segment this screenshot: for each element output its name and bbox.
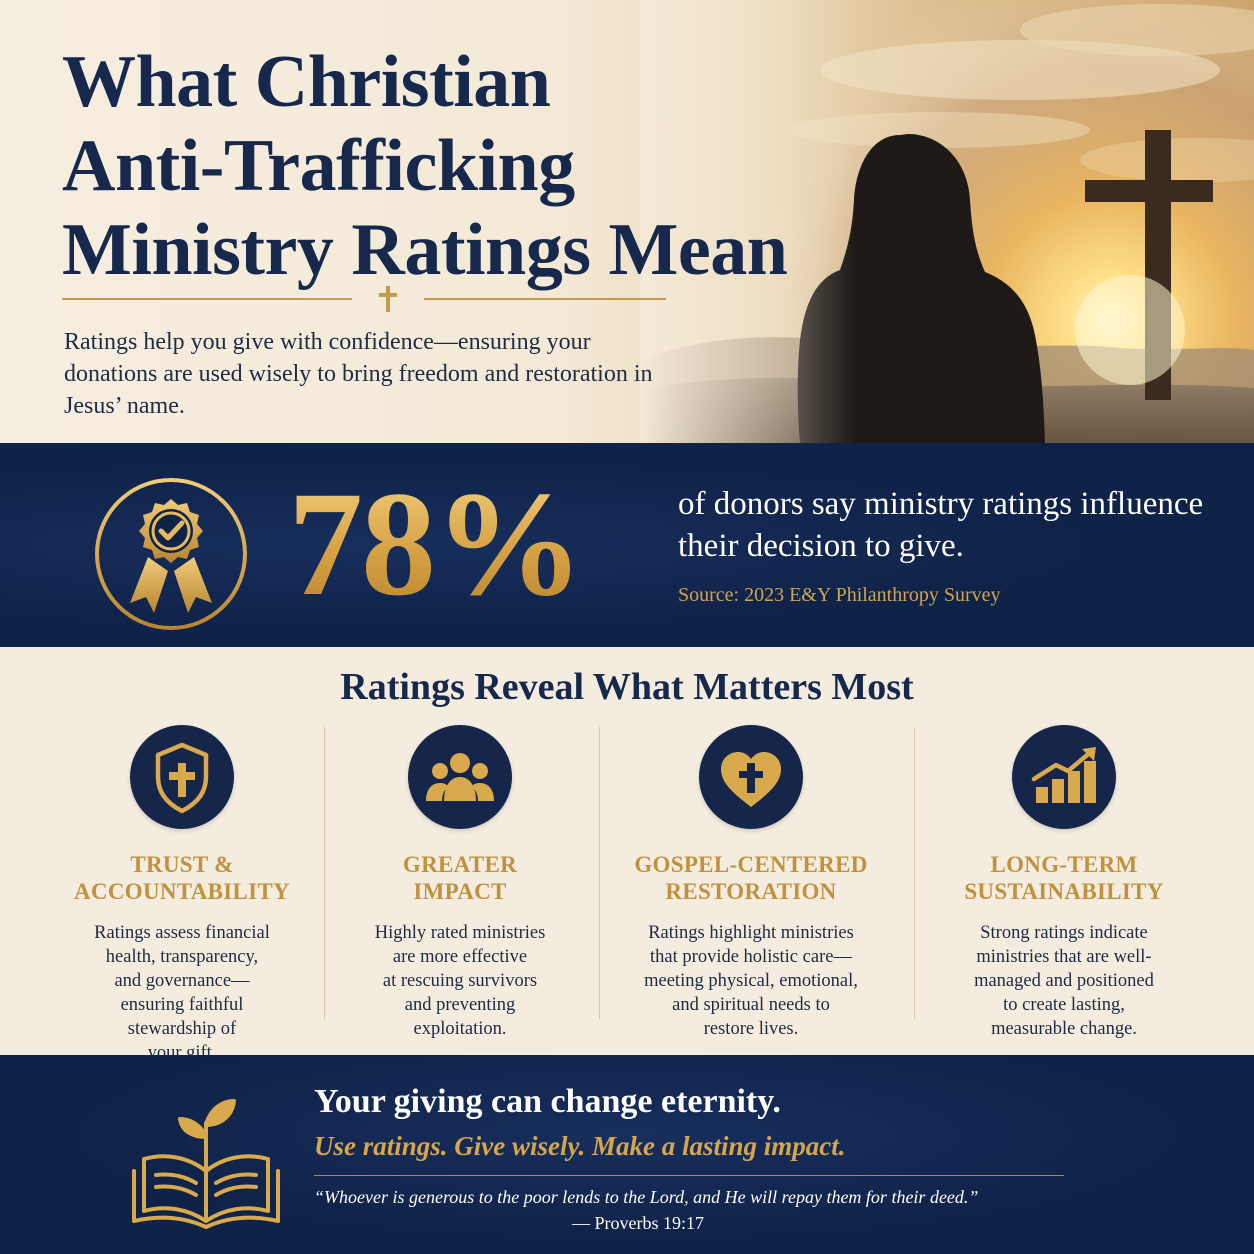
feature-impact: GREATER IMPACT Highly rated ministries a… — [310, 725, 610, 1041]
award-ribbon-checkmark-icon — [95, 478, 247, 630]
feature-badge — [130, 725, 234, 829]
column-divider — [914, 727, 915, 1019]
feature-badge — [408, 725, 512, 829]
feature-title: LONG-TERM SUSTAINABILITY — [964, 852, 1164, 904]
scripture-reference: — Proverbs 19:17 — [572, 1213, 704, 1233]
cross-icon — [379, 286, 397, 312]
footer-divider — [314, 1175, 1064, 1176]
stat-source: Source: 2023 E&Y Philanthropy Survey — [678, 584, 1001, 606]
feature-title: GREATER IMPACT — [402, 852, 518, 904]
features-section: Ratings Reveal What Matters Most TRUST &… — [0, 647, 1254, 1063]
feature-trust: TRUST & ACCOUNTABILITY Ratings assess fi… — [32, 725, 332, 1065]
page-title-line-1: What Christian — [62, 41, 551, 123]
feature-title: GOSPEL-CENTERED RESTORATION — [634, 852, 868, 904]
growth-chart-icon — [1031, 747, 1096, 803]
feature-description: Highly rated ministries are more effecti… — [374, 923, 546, 1039]
feature-title: TRUST & ACCOUNTABILITY — [74, 852, 290, 904]
feature-badge — [1012, 725, 1116, 829]
page-title-line-2: Anti-Trafficking — [62, 125, 575, 207]
footer-section: Your giving can change eternity. Use rat… — [0, 1055, 1254, 1254]
divider-line-left — [62, 298, 352, 300]
scripture-quote: “Whoever is generous to the poor lends t… — [314, 1187, 979, 1207]
features-title: Ratings Reveal What Matters Most — [340, 666, 914, 708]
hero-section: What Christian Anti-Trafficking Ministry… — [0, 0, 1254, 443]
hero-photo — [640, 0, 1254, 443]
feature-badge — [699, 725, 803, 829]
hero-subtitle: Ratings help you give with confidence—en… — [64, 329, 653, 419]
page-title-line-3: Ministry Ratings Mean — [62, 209, 788, 291]
stat-band: 78% of donors say ministry ratings influ… — [0, 443, 1254, 647]
heart-cross-icon — [721, 752, 781, 807]
people-group-icon — [426, 753, 494, 801]
feature-description: Ratings highlight ministries that provid… — [644, 923, 858, 1039]
footer-tagline: Use ratings. Give wisely. Make a lasting… — [314, 1131, 846, 1161]
shield-cross-icon — [155, 742, 209, 814]
stat-text: of donors say ministry ratings influence… — [678, 486, 1204, 564]
column-divider — [599, 727, 600, 1019]
footer-headline: Your giving can change eternity. — [314, 1083, 781, 1120]
feature-description: Strong ratings indicate ministries that … — [974, 923, 1154, 1039]
open-bible-sprout-icon — [132, 1099, 280, 1229]
title-divider — [62, 286, 666, 312]
column-divider — [324, 727, 325, 1019]
feature-description: Ratings assess financial health, transpa… — [94, 923, 270, 1063]
divider-line-right — [424, 298, 666, 300]
stat-value: 78% — [288, 461, 584, 627]
feature-restoration: GOSPEL-CENTERED RESTORATION Ratings high… — [601, 725, 901, 1041]
page-title: What Christian Anti-Trafficking Ministry… — [62, 40, 842, 292]
feature-sustainability: LONG-TERM SUSTAINABILITY Strong ratings … — [914, 725, 1214, 1041]
